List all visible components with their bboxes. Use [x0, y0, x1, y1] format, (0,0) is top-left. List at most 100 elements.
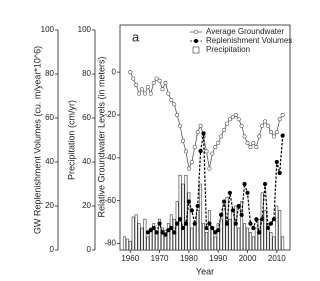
point — [204, 149, 209, 154]
point — [263, 119, 268, 124]
point — [192, 145, 197, 150]
point — [198, 148, 203, 154]
point — [257, 230, 262, 235]
precipitation-bar — [204, 232, 208, 251]
precipitation-bar — [172, 218, 176, 251]
point — [260, 217, 265, 222]
y2-tick-label: 60 — [82, 113, 91, 122]
precipitation-bar — [149, 227, 153, 251]
point — [172, 230, 177, 235]
point — [242, 181, 247, 187]
point — [189, 208, 194, 213]
point — [262, 181, 268, 187]
point — [166, 91, 171, 96]
precipitation-bar — [131, 216, 135, 251]
point — [245, 140, 250, 145]
precipitation-bar — [199, 183, 203, 251]
point — [148, 91, 153, 96]
point — [271, 217, 276, 222]
y3-tick-label: 80 — [45, 69, 54, 78]
point — [274, 159, 279, 165]
point — [166, 228, 171, 233]
point — [137, 91, 142, 96]
point — [177, 217, 183, 222]
precipitation-bar — [196, 210, 200, 251]
precipitation-bar — [210, 227, 214, 251]
point — [271, 134, 276, 139]
point — [186, 199, 191, 204]
precipitation-bar — [193, 223, 197, 251]
point — [145, 85, 150, 90]
precipitation-bar — [243, 223, 247, 251]
point — [227, 117, 232, 122]
point — [248, 221, 253, 226]
point — [175, 113, 180, 118]
point — [183, 149, 188, 154]
precipitation-bar — [207, 210, 211, 251]
precipitation-bar — [134, 214, 138, 251]
point — [181, 138, 186, 143]
point — [239, 123, 244, 128]
point — [213, 145, 218, 150]
precipitation-bar — [122, 236, 126, 251]
point — [145, 230, 150, 235]
precipitation-bar — [222, 205, 226, 251]
point — [260, 123, 265, 128]
point — [160, 87, 165, 92]
point — [221, 199, 227, 204]
point — [277, 170, 282, 176]
precipitation-bar — [202, 223, 206, 251]
y3-axis-title: GW Replenishment Volumes (cu. m/year*10^… — [32, 46, 42, 234]
precipitation-bar — [190, 227, 194, 251]
point — [245, 190, 250, 195]
precipitation-bar — [146, 236, 150, 251]
point — [175, 221, 180, 226]
point — [195, 203, 200, 209]
point — [163, 80, 168, 85]
panel-label: a — [132, 29, 140, 44]
point — [224, 221, 230, 226]
point — [154, 76, 159, 81]
point — [265, 225, 271, 231]
point — [201, 131, 206, 136]
point — [148, 228, 153, 233]
x-tick-label: 1960 — [121, 254, 139, 263]
precipitation-bar — [278, 210, 282, 251]
point — [236, 203, 241, 209]
point — [266, 123, 271, 128]
point — [257, 134, 262, 139]
point — [219, 212, 224, 217]
point — [274, 130, 279, 135]
precipitation-bar — [155, 232, 159, 251]
point — [151, 80, 156, 85]
y2-tick-label: 100 — [78, 25, 92, 34]
x-tick-label: 1990 — [209, 254, 227, 263]
legend-label: Precipitation — [206, 45, 250, 54]
precipitation-bar — [152, 223, 156, 251]
point — [142, 91, 147, 96]
point — [239, 212, 244, 217]
x-tick-label: 2000 — [239, 254, 257, 263]
point — [251, 225, 256, 231]
point — [210, 151, 215, 156]
point — [277, 117, 282, 122]
precipitation-bar — [246, 227, 249, 251]
point — [219, 134, 224, 139]
legend-label: Average Groundwater — [206, 27, 284, 36]
legend-marker — [193, 38, 199, 44]
point — [236, 117, 241, 122]
y3-tick-label: 40 — [45, 157, 54, 166]
precipitation-bar — [213, 236, 217, 251]
point — [268, 130, 273, 135]
point — [233, 221, 238, 226]
y2-axis-title: Precipitation (cm/yr) — [66, 100, 76, 180]
point — [139, 87, 144, 92]
y2-tick-label: 40 — [82, 157, 91, 166]
y-tick-label: -80 — [104, 239, 116, 248]
y-tick-label: -20 — [104, 110, 116, 119]
precipitation-bar — [169, 214, 173, 251]
precipitation-bar — [137, 223, 141, 251]
point — [230, 115, 235, 120]
legend-marker — [193, 29, 199, 35]
point — [180, 225, 186, 231]
